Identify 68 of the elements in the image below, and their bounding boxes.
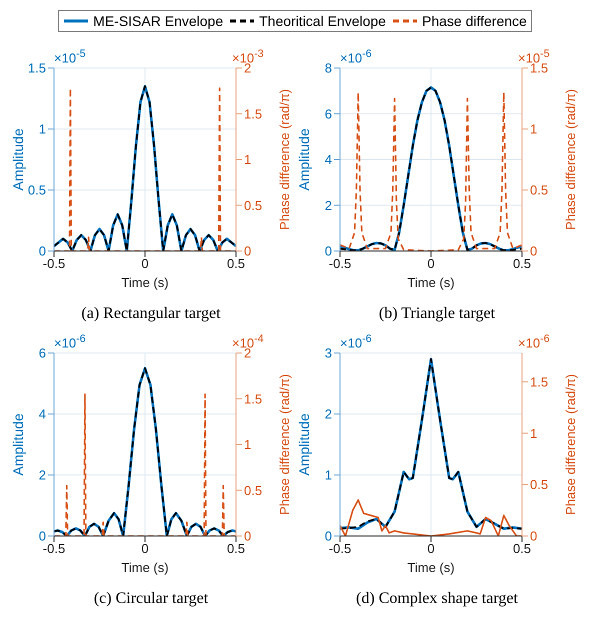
y2-tick-label: 0.5	[530, 182, 548, 198]
x-tick-label: 0.5	[226, 256, 246, 272]
y2-axis-title: Phase difference (rad/π)	[276, 89, 292, 230]
x-axis-title: Time (s)	[407, 275, 455, 290]
text: ×10$^{-5}$	[54, 48, 86, 66]
legend-label: Theoritical Envelope	[259, 13, 386, 29]
y2-tick-label: 1	[244, 437, 252, 452]
y-tick-label: 0	[324, 528, 332, 544]
text: (d) Complex shape target	[355, 590, 519, 608]
y-tick-label: 2	[38, 468, 46, 483]
x-axis-title: Time (s)	[407, 560, 455, 575]
y2-tick-label: 1.5	[244, 106, 262, 122]
x-tick-label: -0.5	[42, 541, 66, 556]
y-tick-label: 8	[324, 60, 332, 76]
text: ×10$^{-6}$	[518, 333, 550, 350]
text: (c) Circular target	[92, 590, 210, 608]
x-tick-label: 0	[141, 256, 149, 272]
text: ×10$^{-6}$	[340, 48, 372, 66]
legend-label: ME-SISAR Envelope	[93, 13, 224, 29]
y-tick-label: 4	[38, 406, 46, 422]
y-tick-label: 0	[38, 244, 46, 259]
y2-tick-label: 1.5	[244, 391, 262, 406]
x-axis-title: Time (s)	[121, 275, 169, 290]
y2-axis-title: Phase difference (rad/π)	[562, 89, 578, 230]
x-tick-label: 0	[427, 256, 435, 272]
y2-tick-label: 1	[530, 426, 538, 441]
y-tick-label: 2	[324, 198, 332, 213]
y-tick-label: 1	[38, 122, 46, 137]
y2-axis-title: Phase difference (rad/π)	[562, 374, 578, 515]
y2-axis-title: Phase difference (rad/π)	[276, 374, 292, 515]
text: (b) Triangle target	[378, 305, 496, 323]
y-tick-label: 1.5	[28, 60, 46, 76]
y2-tick-label: 1.5	[530, 374, 548, 390]
y-tick-label: 4	[324, 152, 332, 168]
x-tick-label: 0.5	[512, 541, 532, 556]
x-tick-label: -0.5	[42, 256, 66, 272]
y-tick-label: 0	[38, 528, 46, 544]
y2-tick-label: 0	[244, 528, 252, 544]
y-tick-label: 3	[324, 346, 332, 361]
text: ×10$^{-6}$	[340, 333, 372, 350]
y2-tick-label: 0.5	[530, 477, 548, 492]
text: (a) Rectangular target	[80, 305, 222, 323]
y2-tick-label: 0.5	[244, 482, 262, 498]
y-axis-title: Amplitude	[296, 413, 312, 476]
y-tick-label: 0	[324, 244, 332, 259]
y-axis-title: Amplitude	[10, 128, 26, 191]
y-tick-label: 0.5	[28, 182, 46, 198]
y-axis-title: Amplitude	[296, 128, 312, 191]
x-tick-label: 0.5	[512, 256, 532, 272]
x-tick-label: 0.5	[226, 541, 246, 556]
y-tick-label: 1	[324, 468, 332, 483]
x-tick-label: 0	[141, 541, 149, 556]
y2-tick-label: 0	[244, 244, 252, 259]
text: ×10$^{-6}$	[54, 333, 86, 350]
y2-tick-label: 0	[530, 528, 538, 544]
x-axis-title: Time (s)	[121, 560, 169, 575]
y2-tick-label: 0.5	[244, 198, 262, 213]
y2-tick-label: 1	[244, 152, 252, 168]
legend-label: Phase difference	[422, 13, 527, 29]
y2-tick-label: 1	[530, 122, 538, 137]
y-tick-label: 2	[324, 406, 332, 422]
x-tick-label: -0.5	[328, 256, 352, 272]
y-axis-title: Amplitude	[10, 413, 26, 476]
y-tick-label: 6	[324, 106, 332, 122]
y-tick-label: 6	[38, 346, 46, 361]
y2-tick-label: 0	[530, 244, 538, 259]
x-tick-label: -0.5	[328, 541, 352, 556]
x-tick-label: 0	[427, 541, 435, 556]
